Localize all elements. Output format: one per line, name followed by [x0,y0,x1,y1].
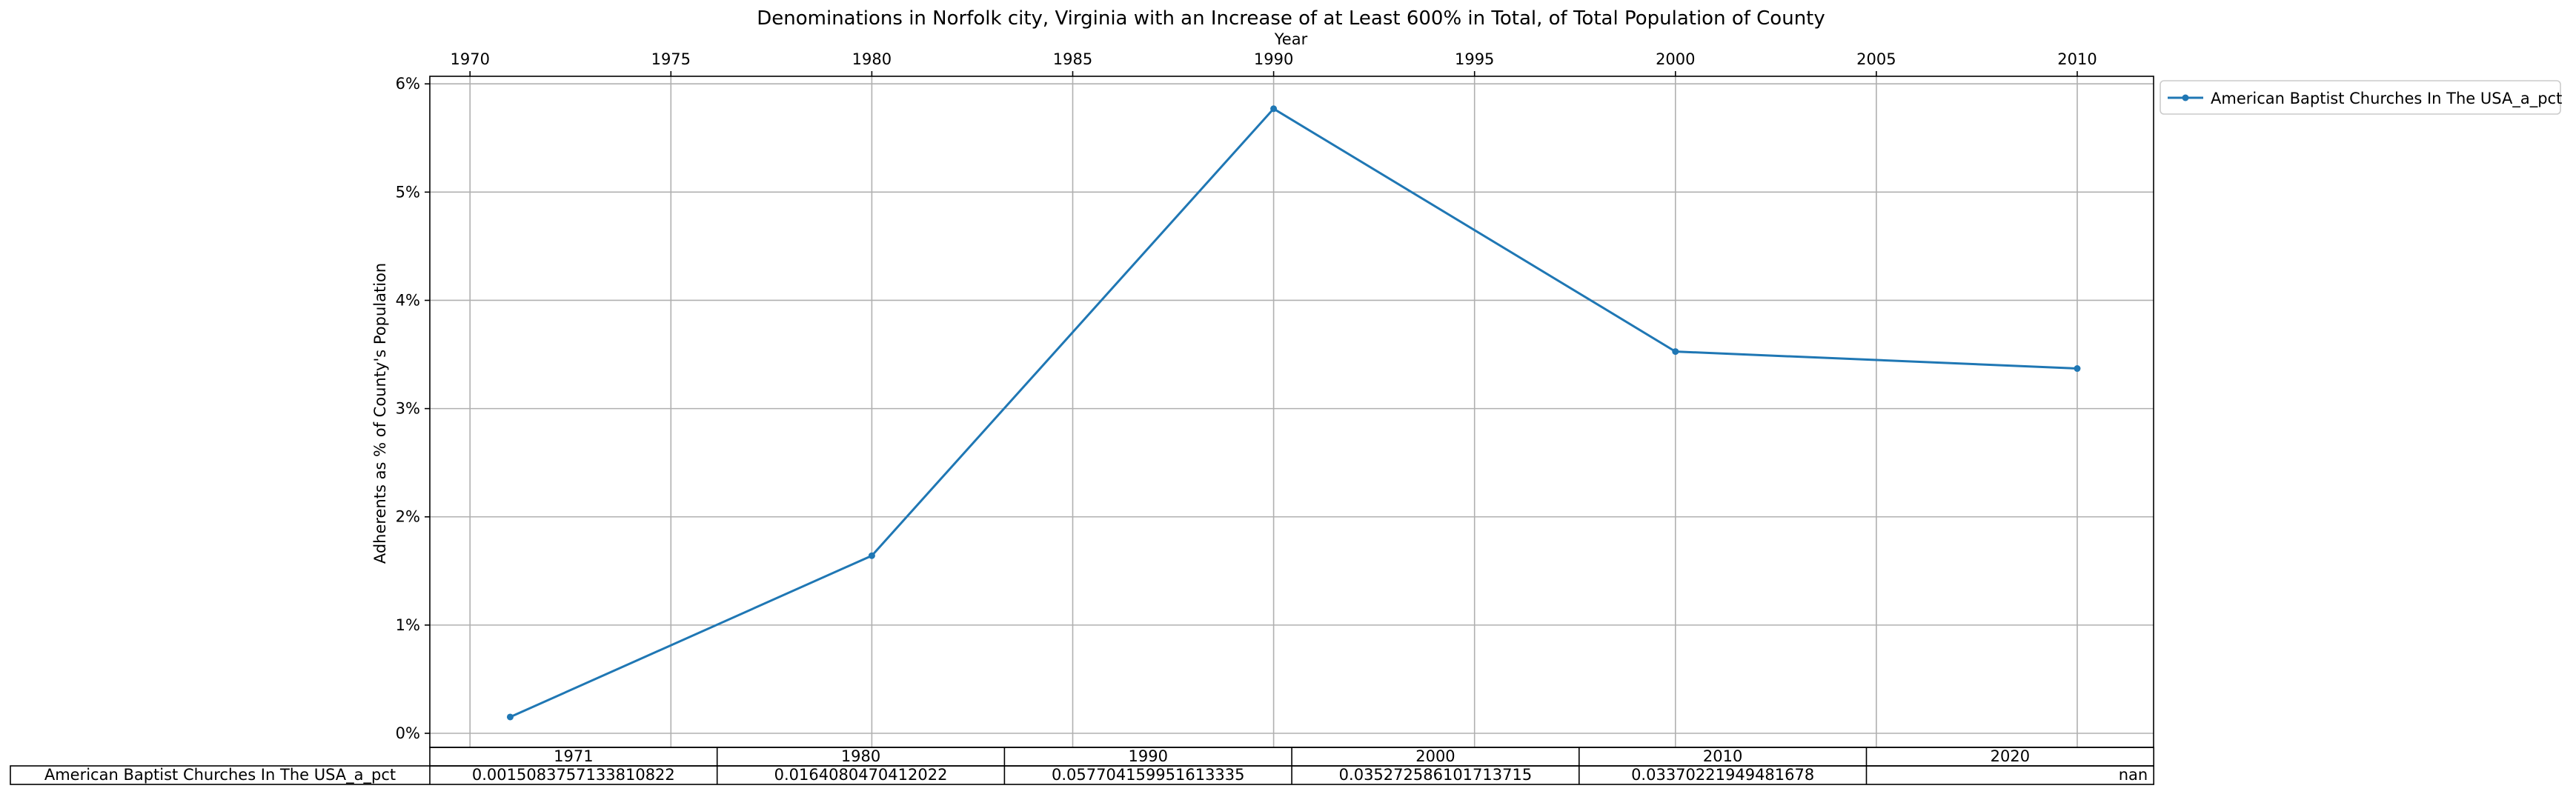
x-tick-label: 1995 [1455,50,1494,68]
x-tick-label: 2010 [2057,50,2097,68]
y-tick-label: 5% [396,183,420,201]
legend-box [2160,80,2561,115]
data-point [868,552,875,559]
x-tick-label: 2005 [1856,50,1896,68]
y-tick-label: 6% [396,75,420,93]
series-layer [506,105,2081,721]
y-tick-label: 0% [396,724,420,742]
table-cell: 0.057704159951613335 [1052,766,1245,784]
legend: American Baptist Churches In The USA_a_p… [2160,80,2562,115]
table-body-row [10,765,2154,785]
table-cell: 0.0015083757133810822 [472,766,675,784]
table-cell: 0.03370221949481678 [1631,766,1814,784]
chart-title: Denominations in Norfolk city, Virginia … [757,7,1825,30]
data-table: 1971 1980 1990 2000 2010 2020 American Baptist… [10,747,2154,785]
table-column-header: 2000 [1415,747,1455,765]
table-row-label: American Baptist Churches In The USA_a_p… [44,766,396,784]
x-tick-label: 1975 [651,50,691,68]
y-tick-label: 3% [396,400,420,418]
y-tick-label: 1% [396,616,420,634]
data-point [506,713,514,721]
table-column-header: 1971 [554,747,593,765]
table-column-header: 1980 [841,747,880,765]
legend-series-label: American Baptist Churches In The USA_a_p… [2211,90,2562,108]
table-column-header: 2020 [1991,747,2030,765]
table-cell: 0.0164080470412022 [774,766,948,784]
plot-frame [429,76,2154,748]
x-tick-label: 1980 [852,50,892,68]
table-column-header: 1990 [1129,747,1168,765]
x-tick-label: 1985 [1053,50,1092,68]
x-axis-label: Year [1274,30,1308,48]
y-tick-label: 2% [396,508,420,526]
grid-lines [430,76,2154,747]
data-point [1270,105,1278,113]
x-tick-label: 1970 [450,50,489,68]
x-tick-label: 2000 [1656,50,1695,68]
y-tick-label: 4% [396,291,420,309]
data-point [2074,365,2081,373]
table-cell: nan [2119,766,2148,784]
data-point [1672,348,1679,356]
axis-ticks: 1970 1975 1980 1985 1990 1995 2000 2005 2010 0% 1%… [396,50,2097,742]
table-cell: 0.035272586101713715 [1339,766,1533,784]
legend-marker-swatch [2182,94,2189,101]
y-axis-label: Adherents as % of County's Population [371,263,389,564]
series-line [509,107,2078,718]
x-tick-label: 1990 [1254,50,1293,68]
table-column-header: 2010 [1703,747,1742,765]
